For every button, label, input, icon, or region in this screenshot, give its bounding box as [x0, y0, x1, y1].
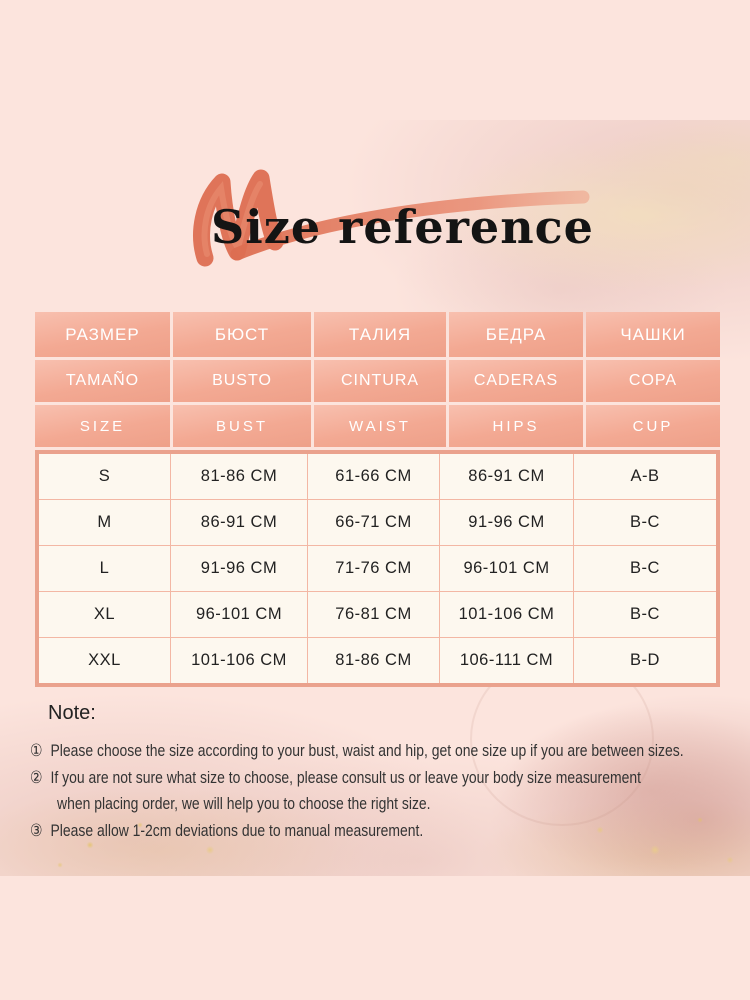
cup-cell: A-B — [574, 454, 716, 500]
size-cell: XL — [39, 592, 171, 638]
note-number: ① — [30, 741, 43, 760]
note-line: If you are not sure what size to choose,… — [50, 767, 641, 787]
header-cell: ЧАШКИ — [586, 312, 720, 357]
header-row-spanish: TAMAÑO BUSTO CINTURA CADERAS COPA — [35, 360, 720, 402]
note-item: ① Please choose the size according to yo… — [30, 738, 684, 765]
cup-cell: B-C — [574, 546, 716, 592]
note-line: Please choose the size according to your… — [50, 741, 684, 760]
header-cell: WAIST — [314, 405, 446, 447]
header-cell: BUST — [173, 405, 311, 447]
hips-cell: 91-96 CM — [440, 500, 574, 546]
waist-cell: 66-71 CM — [308, 500, 440, 546]
hips-cell: 106-111 CM — [440, 638, 574, 683]
waist-cell: 61-66 CM — [308, 454, 440, 500]
brush-stroke-graphic — [193, 169, 590, 267]
size-table: РАЗМЕР БЮСТ ТАЛИЯ БЕДРА ЧАШКИ TAMAÑO BUS… — [35, 312, 720, 687]
size-cell: M — [39, 500, 171, 546]
notes-section: Note: ① Please choose the size according… — [30, 702, 742, 844]
header-cell: BUSTO — [173, 360, 311, 402]
note-number: ③ — [30, 820, 43, 840]
waist-cell: 76-81 CM — [308, 592, 440, 638]
header-row-russian: РАЗМЕР БЮСТ ТАЛИЯ БЕДРА ЧАШКИ — [35, 312, 720, 357]
header-cell: HIPS — [449, 405, 583, 447]
header-cell: TAMAÑO — [35, 360, 170, 402]
hips-cell: 86-91 CM — [440, 454, 574, 500]
header-cell: COPA — [586, 360, 720, 402]
size-cell: XXL — [39, 638, 171, 683]
header-cell: ТАЛИЯ — [314, 312, 446, 357]
header-cell: CINTURA — [314, 360, 446, 402]
header-cell: БЮСТ — [173, 312, 311, 357]
note-number: ② — [30, 767, 43, 787]
header-row-english: SIZE BUST WAIST HIPS CUP — [35, 405, 720, 447]
bust-cell: 91-96 CM — [171, 546, 308, 592]
hips-cell: 101-106 CM — [440, 592, 574, 638]
header-cell: SIZE — [35, 405, 170, 447]
notes-heading: Note: — [48, 702, 96, 724]
header-cell: БЕДРА — [449, 312, 583, 357]
bust-cell: 86-91 CM — [171, 500, 308, 546]
cup-cell: B-C — [574, 500, 716, 546]
size-cell: L — [39, 546, 171, 592]
bust-cell: 96-101 CM — [171, 592, 308, 638]
header-cell: CUP — [586, 405, 720, 447]
waist-cell: 81-86 CM — [308, 638, 440, 683]
header-cell: CADERAS — [449, 360, 583, 402]
cup-cell: B-C — [574, 592, 716, 638]
page-title: Size reference — [211, 200, 594, 254]
note-line: when placing order, we will help you to … — [57, 794, 431, 813]
header-cell: РАЗМЕР — [35, 312, 170, 357]
gold-speckles-decoration — [0, 790, 750, 880]
cup-cell: B-D — [630, 651, 660, 669]
note-item: ③ Please allow 1-2cm deviations due to m… — [30, 818, 614, 845]
hips-cell: 96-101 CM — [440, 546, 574, 592]
note-line: Please allow 1-2cm deviations due to man… — [50, 820, 424, 840]
note-item: ② If you are not sure what size to choos… — [30, 765, 641, 818]
waist-cell: 71-76 CM — [308, 546, 440, 592]
table-body: S 81-86 CM 61-66 CM 86-91 CM A-B M 86-91… — [35, 450, 720, 687]
size-cell: S — [39, 454, 171, 500]
bust-cell: 81-86 CM — [171, 454, 308, 500]
bust-cell: 101-106 CM — [171, 638, 308, 683]
